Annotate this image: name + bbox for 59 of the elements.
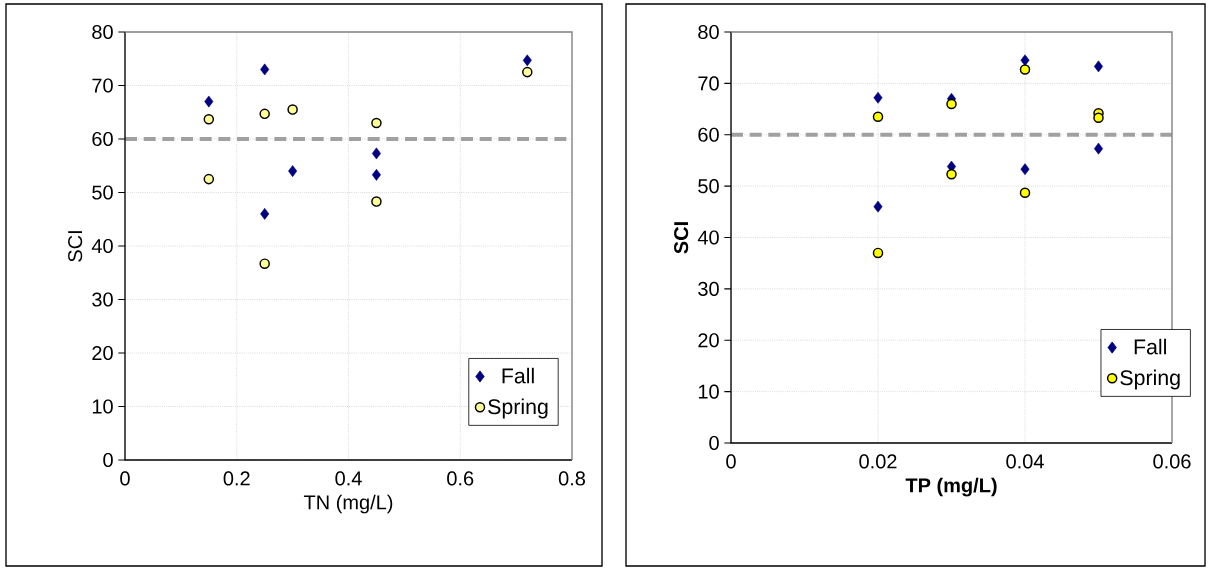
y-tick-label: 40 (697, 230, 719, 245)
y-tick-label: 60 (698, 127, 719, 142)
y-tick-label: 10 (92, 399, 113, 414)
point (872, 111, 884, 123)
point (260, 208, 270, 220)
point (288, 165, 298, 177)
y-tick-label: 20 (698, 333, 719, 348)
y-tick-label: 20 (92, 345, 113, 361)
x-tick-label: 0.6 (447, 471, 474, 486)
point (260, 63, 270, 76)
x-tick-label: 0 (726, 454, 736, 469)
point (204, 95, 214, 108)
x-tick-label: 0.8 (558, 471, 586, 486)
y-tick-label: 30 (92, 292, 113, 307)
legend-label: Spring (488, 398, 548, 419)
x-axis-title: TN (mg/L) (303, 494, 393, 514)
y-tick-label: 40 (91, 238, 113, 254)
x-tick-label: 0.2 (223, 471, 250, 486)
y-tick-label: 50 (92, 185, 113, 200)
legend-label: Fall (502, 367, 534, 384)
point (1020, 163, 1030, 176)
y-tick-label: 0 (709, 435, 719, 451)
point (203, 173, 215, 185)
y-axis-title: SCI (674, 222, 689, 254)
y-tick-label: 70 (698, 76, 719, 91)
point (203, 113, 215, 125)
y-tick-label: 80 (698, 24, 719, 40)
point (873, 200, 883, 213)
point (371, 117, 382, 129)
y-tick-label: 10 (698, 384, 719, 399)
point (371, 196, 382, 207)
point (371, 147, 381, 160)
point (522, 66, 533, 78)
y-tick-label: 80 (92, 24, 113, 40)
y-tick-label: 50 (698, 179, 719, 194)
y-tick-label: 60 (92, 131, 113, 147)
legend-label: Fall (1134, 338, 1166, 355)
point (259, 108, 270, 120)
y-axis-title: SCI (68, 231, 83, 262)
point (946, 98, 957, 110)
point (1019, 187, 1031, 199)
point (946, 169, 957, 180)
point (872, 247, 884, 259)
point (287, 104, 298, 115)
y-tick-label: 70 (92, 78, 113, 93)
x-tick-label: 0.02 (859, 454, 897, 469)
x-tick-label: 0.06 (1153, 454, 1191, 469)
x-axis-title: TP (mg/L) (905, 477, 997, 497)
legend-label: Spring (1120, 369, 1180, 390)
point (1093, 112, 1104, 124)
point (371, 168, 381, 181)
y-tick-label: 30 (698, 281, 719, 296)
point (1019, 64, 1031, 75)
point (259, 258, 270, 269)
point (873, 91, 883, 104)
x-tick-label: 0.04 (1006, 454, 1044, 469)
point (522, 54, 532, 67)
x-tick-label: 0.4 (335, 471, 362, 486)
x-tick-label: 0 (120, 471, 130, 486)
